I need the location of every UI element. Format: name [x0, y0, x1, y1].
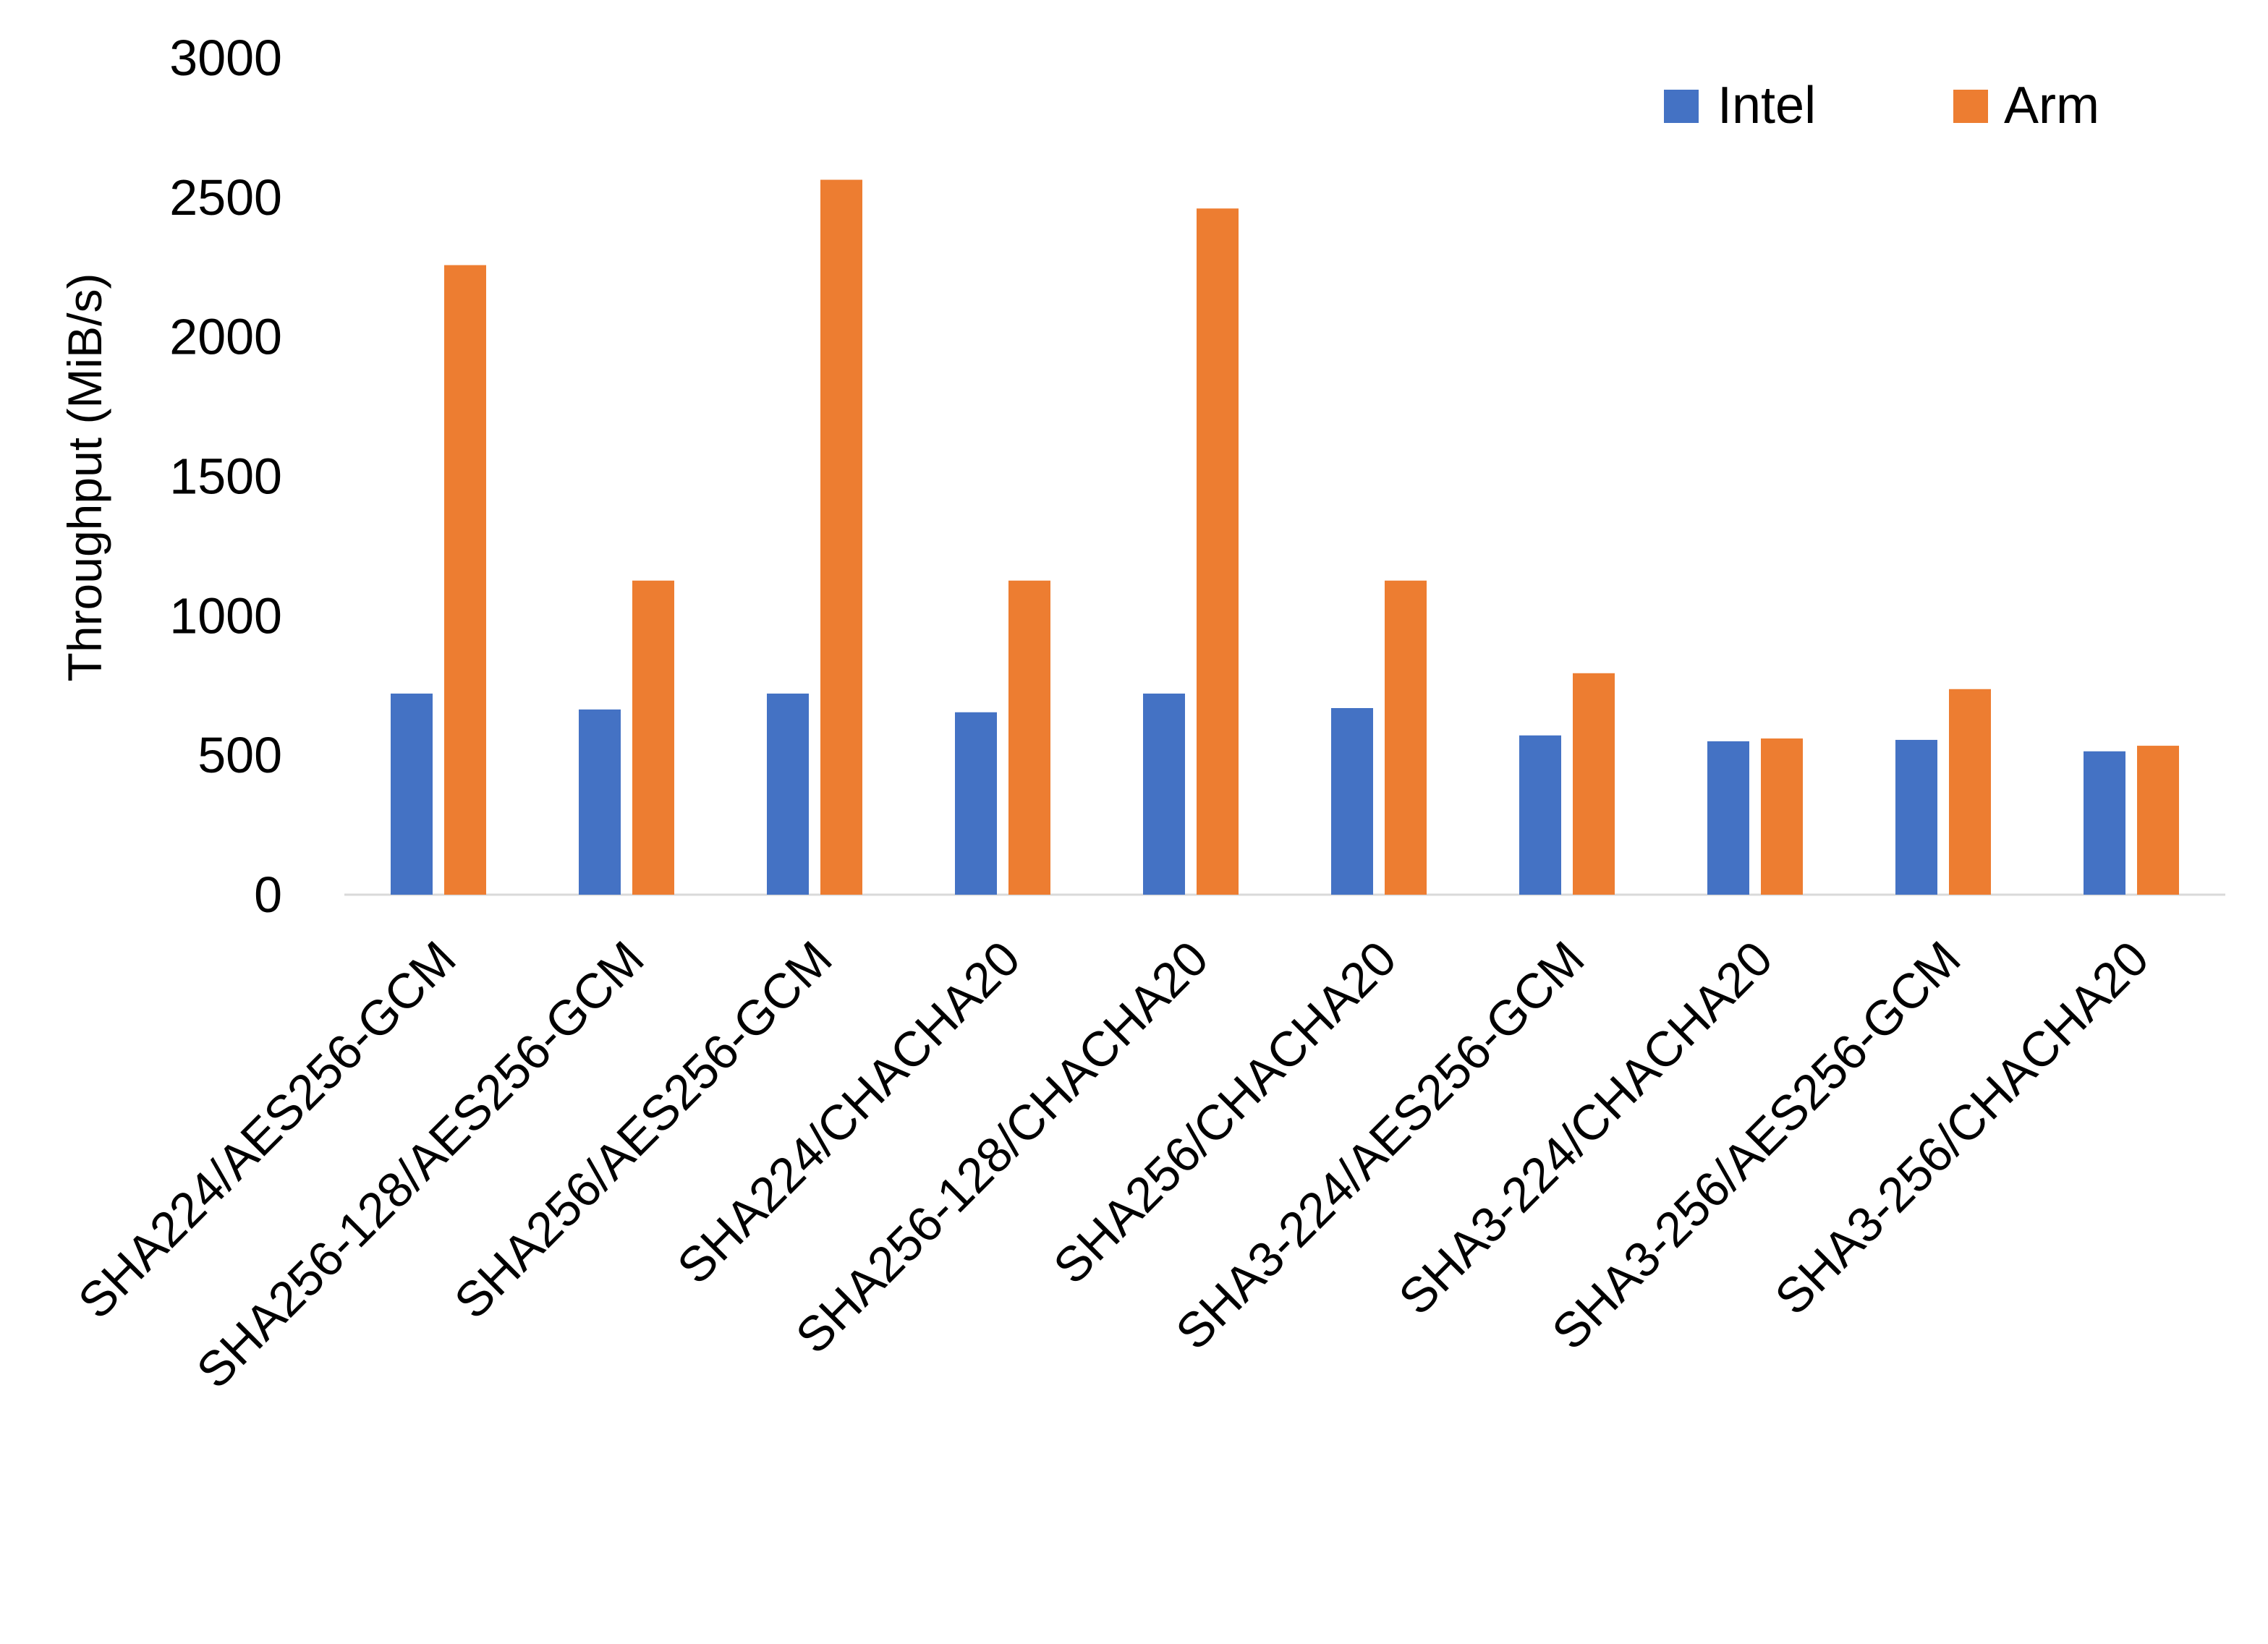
bar-arm-7	[1761, 738, 1803, 895]
y-tick-label: 2500	[169, 169, 282, 226]
legend-swatch-intel	[1664, 90, 1699, 123]
y-axis-ticks: 0 500 1000 1500 2000 2500 3000	[169, 30, 282, 923]
y-axis-title: Throughput (MiB/s)	[58, 273, 111, 682]
bar-intel-5	[1331, 707, 1373, 895]
y-tick-label: 2000	[169, 309, 282, 365]
legend-label-arm: Arm	[2004, 77, 2099, 135]
legend: Intel Arm	[1664, 77, 2099, 135]
y-tick-label: 500	[198, 727, 282, 783]
bar-intel-4	[1143, 693, 1185, 895]
bars	[391, 179, 2179, 895]
bar-intel-0	[391, 693, 433, 895]
bar-intel-3	[955, 712, 997, 895]
bar-intel-6	[1519, 735, 1561, 895]
legend-label-intel: Intel	[1717, 77, 1816, 135]
y-tick-label: 1000	[169, 587, 282, 644]
bar-arm-8	[1949, 689, 1991, 895]
bar-arm-3	[1008, 580, 1050, 895]
bar-arm-5	[1385, 580, 1427, 895]
bar-arm-2	[820, 179, 862, 895]
bar-arm-6	[1573, 673, 1615, 895]
bar-intel-1	[579, 709, 621, 895]
bar-arm-1	[632, 580, 674, 895]
bar-arm-9	[2137, 746, 2179, 895]
bar-intel-9	[2084, 751, 2125, 895]
bar-intel-7	[1707, 741, 1749, 895]
y-tick-label: 0	[254, 866, 282, 923]
y-tick-label: 3000	[169, 30, 282, 86]
y-tick-label: 1500	[169, 448, 282, 505]
bar-intel-2	[767, 693, 809, 895]
bar-arm-0	[444, 265, 486, 895]
bar-intel-8	[1895, 739, 1937, 895]
legend-swatch-arm	[1953, 90, 1988, 123]
bar-arm-4	[1197, 208, 1239, 895]
